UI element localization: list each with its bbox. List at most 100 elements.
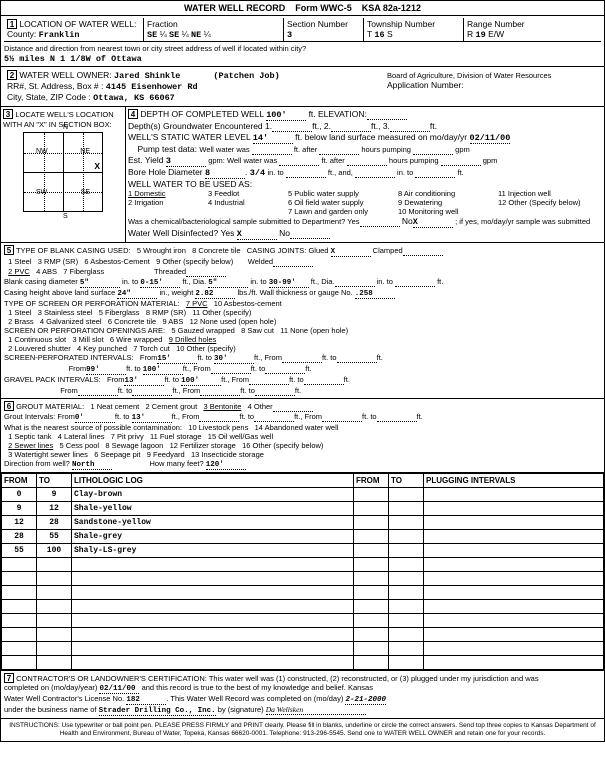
city-label: City, State, ZIP Code : <box>7 92 91 102</box>
bore2: 3/4 <box>250 168 265 178</box>
dia-r2: 30-99' <box>269 279 309 288</box>
lic-label: Water Well Contractor's License No. <box>4 694 124 703</box>
biz: Strader Drilling Co., Inc. <box>99 707 216 716</box>
n11: 11 Fuel storage <box>150 432 202 441</box>
log-row <box>2 600 604 614</box>
disinfect-label: Water Well Disinfected? <box>128 228 218 238</box>
g1t: 100' <box>181 377 221 386</box>
s7-text3: This Water Well Record was completed on … <box>170 694 343 703</box>
s7-text1: This water well was (1) constructed, (2)… <box>209 674 539 683</box>
o5: 5 Gauzed wrapped <box>171 326 234 335</box>
chem-text: ; if yes, mo/day/yr sample was submitted <box>455 217 590 226</box>
signature: Da Wellsken <box>266 705 366 715</box>
yield-unit: gpm: Well water was ft. after hours pump… <box>208 156 497 165</box>
u10: 10 Monitoring well <box>398 207 458 216</box>
s4-heading: DEPTH OF COMPLETED WELL <box>140 109 263 119</box>
c1: 1 Steel <box>8 257 31 266</box>
twp-val: 16 <box>374 30 384 40</box>
s7: 7 PVC <box>186 299 208 308</box>
form-ksa: KSA 82a-1212 <box>362 3 421 13</box>
twp-label: Township Number <box>367 19 435 29</box>
u2: 2 Irrigation <box>128 198 163 207</box>
s7-heading: CONTRACTOR'S OR LANDOWNER'S CERTIFICATIO… <box>16 674 207 683</box>
c5: 5 Wrought iron <box>137 246 186 255</box>
g3: 3 Bentonite <box>203 402 241 411</box>
use-label: WELL WATER TO BE USED AS: <box>128 179 252 189</box>
depth: 100' <box>266 110 306 121</box>
height: 24" <box>117 290 157 299</box>
s4: 4 Galvanized steel <box>40 317 102 326</box>
s6-heading: GROUT MATERIAL: <box>16 402 84 411</box>
chem-no: No <box>402 216 413 226</box>
secnum-4: 4 <box>128 109 138 119</box>
c4: 4 ABS <box>36 267 57 276</box>
o10: 10 Other (specify) <box>176 344 236 353</box>
s3: 3 Stainless steel <box>38 308 93 317</box>
dia-label: Blank casing diameter <box>4 277 78 286</box>
u8: 8 Air conditioning <box>398 189 455 198</box>
u4: 4 Industrial <box>208 198 245 207</box>
pump-label: Pump test data: <box>137 144 197 154</box>
appnum-label: Application Number: <box>387 80 464 90</box>
dist-label: Distance and direction from nearest town… <box>4 44 306 53</box>
u11: 11 Injection well <box>498 189 551 198</box>
yield-label: Est. Yield <box>128 155 163 165</box>
gravel-label: GRAVEL PACK INTERVALS: <box>4 375 101 384</box>
c6: 6 Asbestos-Cement <box>84 257 149 266</box>
n15: 15 Oil well/Gas well <box>208 432 273 441</box>
addr-label: RR#, St. Address, Box # : <box>7 81 103 91</box>
u12: 12 Other (Specify below) <box>498 198 581 207</box>
weight: 2.82 <box>195 290 235 299</box>
log-row <box>2 628 604 642</box>
dia-r1: 0-15' <box>140 279 180 288</box>
s2-heading: WATER WELL OWNER: <box>19 70 111 80</box>
th-from2: FROM <box>354 474 389 488</box>
static-unit: ft. below land surface measured on mo/da… <box>295 132 467 142</box>
log-row <box>2 558 604 572</box>
o4: 4 Key punched <box>77 344 127 353</box>
n14: 14 Abandoned water well <box>255 423 339 432</box>
c9: 9 Other (specify below) <box>156 257 233 266</box>
s1: 1 Steel <box>8 308 31 317</box>
section-3-4: 3 LOCATE WELL'S LOCATION WITH AN "X" IN … <box>1 107 604 243</box>
nw: NW <box>36 148 48 155</box>
dia-v: 5" <box>80 279 120 288</box>
f2: SE <box>169 30 179 40</box>
u7: 7 Lawn and garden only <box>288 207 368 216</box>
secnum-6: 6 <box>4 401 14 411</box>
log-row <box>2 572 604 586</box>
s6: 6 Concrete tile <box>108 317 156 326</box>
s12: 12 None used (open hole) <box>190 317 277 326</box>
g4: 4 Other <box>248 402 273 411</box>
feet: 120' <box>206 461 246 470</box>
perf-label: SCREEN-PERFORATED INTERVALS: <box>4 353 134 362</box>
p2f: 99' <box>86 366 126 375</box>
section-5: 5 TYPE OF BLANK CASING USED: 5 Wrought i… <box>1 243 604 399</box>
form-container: WATER WELL RECORD Form WWC-5 KSA 82a-121… <box>0 0 605 742</box>
n16: 16 Other (specify below) <box>242 441 323 450</box>
job: (Patchen Job) <box>213 71 279 81</box>
section-7: 7 CONTRACTOR'S OR LANDOWNER'S CERTIFICAT… <box>1 671 604 719</box>
static: 14' <box>253 133 293 144</box>
owner: Jared Shinkle <box>114 71 180 81</box>
sw: SW <box>36 189 47 196</box>
log-table: FROM TO LITHOLOGIC LOG FROM TO PLUGGING … <box>1 473 604 670</box>
th-litho: LITHOLOGIC LOG <box>72 474 354 488</box>
secnum-7: 7 <box>4 673 14 683</box>
rng-val: 19 <box>476 30 486 40</box>
n4: 4 Lateral lines <box>58 432 105 441</box>
n13: 13 Insecticide storage <box>191 450 264 459</box>
f1: SE <box>147 30 157 40</box>
dir-label: Direction from well? <box>4 459 70 468</box>
height-label: Casing height above land surface <box>4 288 115 297</box>
o7: 7 Torch cut <box>133 344 170 353</box>
j1: Glued <box>308 246 328 255</box>
n10: 10 Livestock pens <box>188 423 248 432</box>
o1: 1 Continuous slot <box>8 335 66 344</box>
n8: 8 Sewage lagoon <box>105 441 163 450</box>
dist-val: 5½ miles N 1 1/8W of Ottawa <box>4 54 142 64</box>
sig-label: by (signature) <box>218 705 264 714</box>
n5: 5 Cess pool <box>59 441 99 450</box>
j4: Threaded <box>154 267 186 276</box>
th-plug: PLUGGING INTERVALS <box>424 474 604 488</box>
